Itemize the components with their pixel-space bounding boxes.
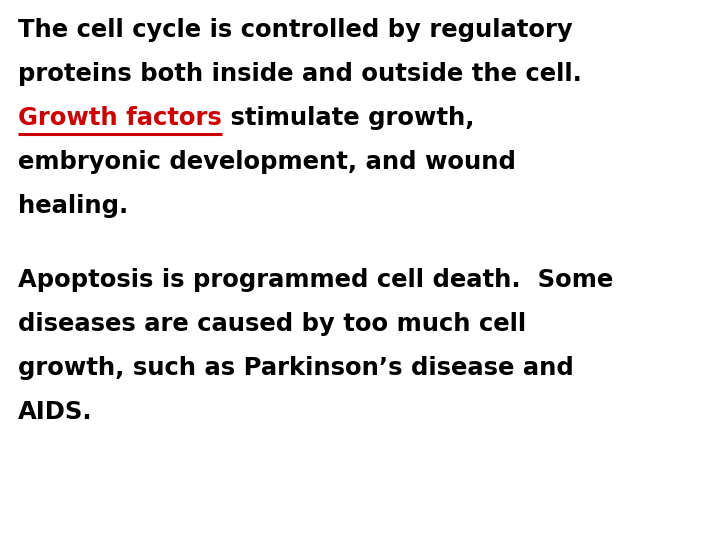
Text: growth, such as Parkinson’s disease and: growth, such as Parkinson’s disease and — [18, 356, 574, 380]
Text: AIDS.: AIDS. — [18, 400, 93, 424]
Text: diseases are caused by too much cell: diseases are caused by too much cell — [18, 312, 526, 336]
Text: Growth factors: Growth factors — [18, 106, 222, 130]
Text: The cell cycle is controlled by regulatory: The cell cycle is controlled by regulato… — [18, 18, 572, 42]
Text: healing.: healing. — [18, 194, 128, 218]
Text: embryonic development, and wound: embryonic development, and wound — [18, 150, 516, 174]
Text: Apoptosis is programmed cell death.  Some: Apoptosis is programmed cell death. Some — [18, 268, 613, 292]
Text: stimulate growth,: stimulate growth, — [222, 106, 474, 130]
Text: proteins both inside and outside the cell.: proteins both inside and outside the cel… — [18, 62, 582, 86]
